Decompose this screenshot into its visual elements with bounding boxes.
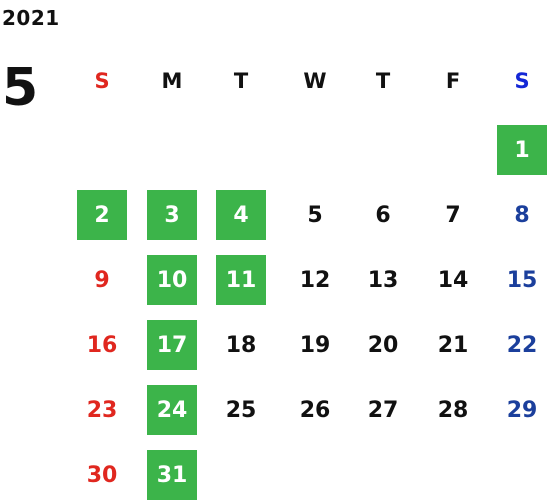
day-cell: 12 [299, 267, 331, 293]
day-cell: 30 [86, 462, 118, 488]
day-cell: 21 [437, 332, 469, 358]
day-cell: 13 [367, 267, 399, 293]
day-cell: 18 [225, 332, 257, 358]
day-cell: 7 [445, 202, 461, 228]
day-cell: 5 [307, 202, 323, 228]
day-cell: 4 [216, 190, 266, 240]
day-cell: 31 [147, 450, 197, 500]
weekday-header-saturday: S [514, 69, 530, 93]
day-cell: 28 [437, 397, 469, 423]
weekday-header-thursday: T [375, 69, 391, 93]
day-cell: 23 [86, 397, 118, 423]
weekday-header-sunday: S [94, 69, 110, 93]
day-cell: 2 [77, 190, 127, 240]
weekday-header-friday: F [445, 69, 461, 93]
day-cell: 20 [367, 332, 399, 358]
day-cell: 15 [506, 267, 538, 293]
day-cell: 8 [514, 202, 530, 228]
weekday-header-tuesday: T [233, 69, 249, 93]
day-cell: 11 [216, 255, 266, 305]
day-cell: 26 [299, 397, 331, 423]
day-cell: 3 [147, 190, 197, 240]
day-cell: 1 [497, 125, 547, 175]
day-cell: 25 [225, 397, 257, 423]
day-cell: 10 [147, 255, 197, 305]
day-cell: 24 [147, 385, 197, 435]
day-cell: 14 [437, 267, 469, 293]
weekday-header-monday: M [161, 69, 183, 93]
month-number: 5 [2, 58, 39, 118]
day-cell: 27 [367, 397, 399, 423]
day-cell: 6 [375, 202, 391, 228]
day-cell: 19 [299, 332, 331, 358]
year-label: 2021 [2, 6, 60, 30]
day-cell: 9 [94, 267, 110, 293]
day-cell: 22 [506, 332, 538, 358]
day-cell: 16 [86, 332, 118, 358]
weekday-header-wednesday: W [303, 69, 327, 93]
day-cell: 29 [506, 397, 538, 423]
day-cell: 17 [147, 320, 197, 370]
